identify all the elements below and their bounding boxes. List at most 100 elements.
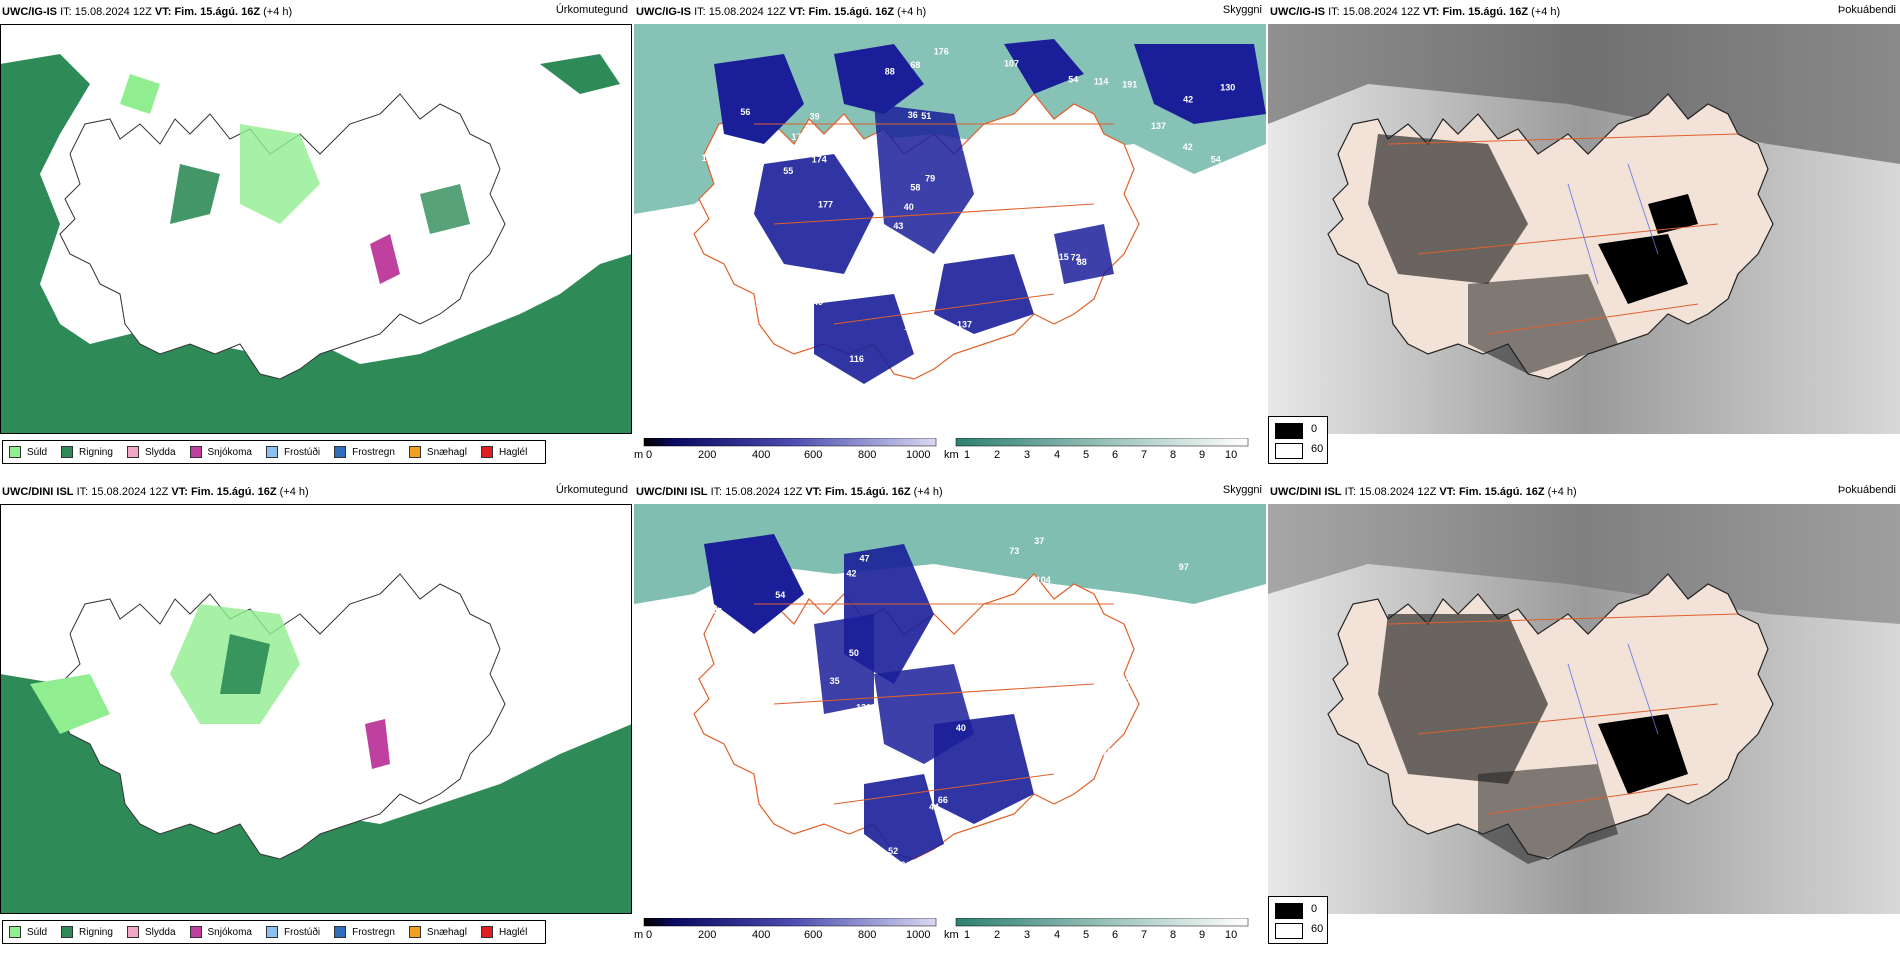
cloud-base-label: 167 [702,153,717,163]
cloud-base-label: 42 [1183,142,1193,152]
lead-time: (+4 h) [913,486,943,498]
visibility-ticks: 1 2 3 4 5 6 7 8 9 10 [964,929,1237,941]
cloud-base-label: 40 [956,723,966,733]
cloud-base-label: 191 [1122,80,1137,90]
cloud-base-label: 38 [736,725,746,735]
visibility-tick: 3 [1024,449,1030,461]
cloud-base-label: 57 [1080,674,1090,684]
legend-item-suld: Súld [9,446,47,458]
init-time: 15.08.2024 12Z [1359,486,1437,498]
legend-label: Snjókoma [207,926,252,938]
cloud-base-label: 172 [1121,677,1136,687]
panel-header: UWC/DINI ISL IT: 15.08.2024 12Z VT: Fim.… [0,480,632,504]
cloud-base-label: 44 [722,803,732,813]
cloud-base-label: 115 [1054,252,1069,262]
cloudbase-tick: 0 [646,449,652,461]
legend-label: Snjókoma [207,446,252,458]
legend-item-haglel: Haglél [480,926,527,938]
cloud-base-label: 73 [857,151,867,161]
cloud-base-label: 36 [715,375,725,385]
cloud-base-label: 157 [791,319,806,329]
init-time: 15.08.2024 12Z [708,6,786,18]
cloud-base-label: 44 [929,802,939,812]
it-label: IT: [1344,486,1357,498]
cloud-base-label: 28 [975,631,985,641]
visibility-unit: km [944,929,959,941]
valid-time: Fim. 15.ágú. 16Z [824,486,911,498]
precip-legend: Súld Rigning Slydda Snjókoma Frostúði Fr… [2,920,547,944]
vt-label: VT: [805,486,822,498]
vt-label: VT: [1439,486,1456,498]
legend-label: Frostregn [352,926,395,938]
cloud-base-label: 120 [904,322,919,332]
cloud-base-label: 137 [957,319,972,329]
legend-swatch [9,446,21,458]
cloud-base-label: 63 [710,353,720,363]
legend-label: Snæhagl [426,446,467,458]
cloud-base-label: 47 [1204,663,1214,673]
cloud-base-label: 48 [853,865,863,875]
valid-time: Fim. 15.ágú. 16Z [1458,486,1545,498]
panel-title: Skyggni [1222,4,1262,16]
legend-item-frostudi: Frostúði [265,446,320,458]
visibility-map: 35 28 42 43 49 35 36 46 67 73 63 70 51 54 88 56 68 58 38 42… [634,24,1266,434]
cloudbase-ticks: 0 200 400 600 800 1000 [646,929,930,941]
legend-swatch [126,446,139,458]
cloud-base-label: 72 [1071,253,1081,263]
panel-precip-type-igis: UWC/IG-IS IT: 15.08.2024 12Z VT: Fim. 15… [0,0,632,478]
visibility-tick: 2 [994,449,1000,461]
cloud-base-label: 130 [1220,83,1235,93]
vt-label: VT: [154,6,172,18]
cloud-base-labels: 35 28 42 43 49 35 36 46 67 73 63 70 51 54 88 56 68 58 38 42… [702,47,1243,402]
cloud-base-label: 54 [1211,154,1221,164]
cloud-base-label: 48 [895,860,905,870]
visibility-tick: 9 [1199,449,1205,461]
cloudbase-tick: 400 [752,449,770,461]
valid-time: Fim. 15.ágú. 16Z [1442,6,1529,18]
cloud-base-label: 28 [913,334,923,344]
lead-time: (+4 h) [1547,486,1577,498]
scale-bars: m 0 200 400 600 800 1000 km 1 2 3 4 5 6 … [634,918,1249,941]
visibility-ticks: 1 2 3 4 5 6 7 8 9 10 [964,449,1237,461]
cloud-base-label: 36 [908,110,918,120]
legend-swatch [334,926,347,938]
cloud-base-label: 104 [1096,747,1111,757]
cloud-base-label: 107 [1004,59,1019,69]
panel-header: UWC/DINI ISL IT: 15.08.2024 12Z VT: Fim.… [1268,480,1900,504]
cloud-base-label: 43 [893,221,903,231]
run-info: UWC/DINI ISL IT: 15.08.2024 12Z VT: Fim.… [636,486,943,498]
cloud-base-label: 49 [1030,127,1040,137]
cloud-base-label: 78 [1234,804,1244,814]
fog-legend-swatch-high [1275,903,1303,919]
visibility-tick: 10 [1225,929,1237,941]
cloud-base-label: 174 [812,154,827,164]
it-label: IT: [1328,6,1340,18]
legend-item-frostregn: Frostregn [334,446,395,458]
cloud-base-label: 76 [979,571,989,581]
panel-header: UWC/DINI ISL IT: 15.08.2024 12Z VT: Fim.… [634,480,1266,504]
vt-label: VT: [1422,6,1440,18]
cloud-base-labels: 331 40 43 28 40 47 51 69 97 50 47 41 42 48 44 54 122 42 66… [713,536,1244,875]
legend-swatch [480,926,493,938]
visibility-tick: 1 [964,449,970,461]
legend-label: Slydda [144,926,176,938]
cloud-base-label: 72 [766,838,776,848]
panel-title: Úrkomutegund [555,4,628,16]
cloud-base-label: 114 [1094,76,1109,86]
visibility-tick: 10 [1225,449,1237,461]
fog-legend-low: 60 [1311,443,1324,455]
fog-legend-swatch-low [1275,443,1303,459]
cloud-base-label: 39 [983,183,993,193]
cloud-base-label: 55 [783,166,793,176]
cloud-base-label: 66 [938,795,948,805]
visibility-tick: 8 [1170,449,1176,461]
panel-title: Skyggni [1222,484,1262,496]
visibility-tick: 6 [1112,929,1118,941]
model-source: UWC/DINI ISL [2,486,74,498]
cloud-base-label: 97 [1179,562,1189,572]
cloud-base-label: 88 [1077,257,1087,267]
legend-label: Rigning [79,446,113,458]
legend-swatch [9,926,21,938]
lead-time: (+4 h) [897,6,927,18]
visibility-tick: 4 [1054,929,1060,941]
